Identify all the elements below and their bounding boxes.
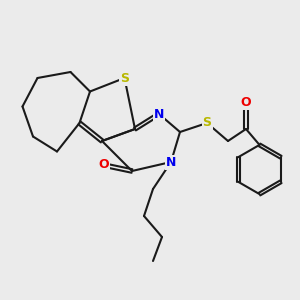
Text: S: S xyxy=(120,71,129,85)
Text: N: N xyxy=(166,155,176,169)
Text: S: S xyxy=(202,116,211,130)
Text: O: O xyxy=(98,158,109,172)
Text: N: N xyxy=(154,107,164,121)
Text: O: O xyxy=(241,95,251,109)
